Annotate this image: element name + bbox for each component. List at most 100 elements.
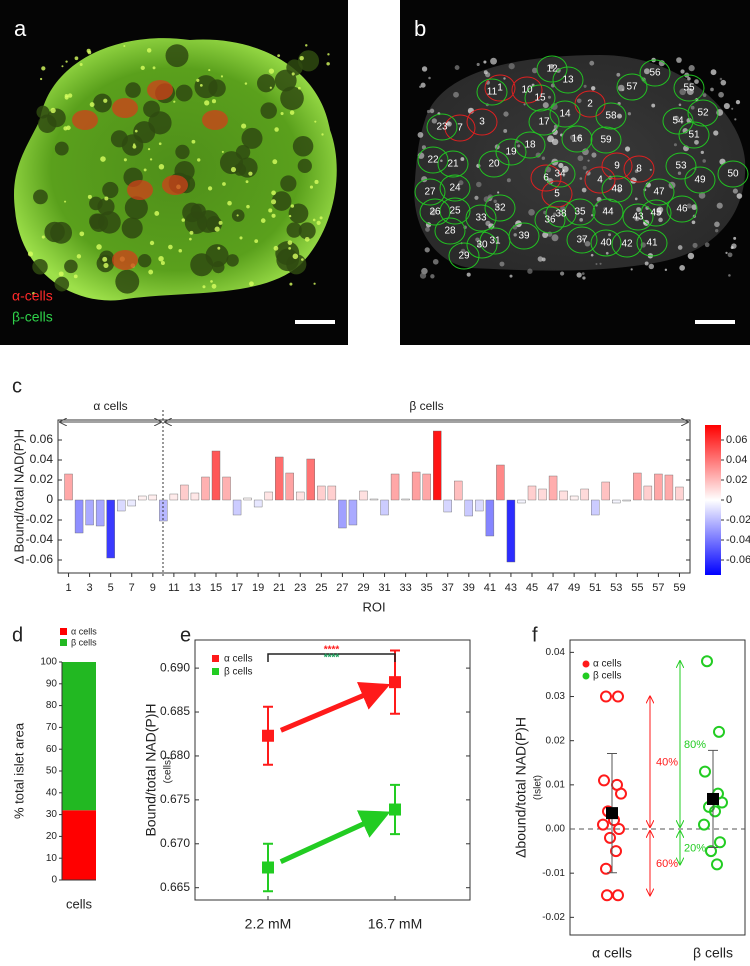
speckle bbox=[475, 237, 480, 242]
granule bbox=[227, 200, 232, 206]
speckle bbox=[454, 65, 460, 70]
nucleus bbox=[298, 222, 316, 240]
speckle bbox=[720, 79, 727, 86]
point bbox=[713, 725, 725, 738]
roi-outline bbox=[687, 99, 719, 127]
roi-outline bbox=[623, 155, 655, 183]
roi-label: 1 bbox=[497, 83, 503, 94]
roi-outline bbox=[439, 197, 471, 225]
speckle bbox=[584, 241, 591, 247]
speckle bbox=[541, 156, 546, 160]
granule bbox=[289, 110, 295, 115]
speckle bbox=[702, 93, 707, 97]
roi-outline bbox=[434, 217, 466, 245]
granule bbox=[274, 127, 279, 132]
x-tick-label: 7 bbox=[129, 582, 135, 594]
speckle bbox=[419, 85, 422, 89]
roi-label: 46 bbox=[676, 204, 688, 215]
granule bbox=[41, 235, 45, 239]
roi-label: 12 bbox=[546, 64, 558, 75]
roi-outline bbox=[622, 203, 654, 231]
x-tick-label: 29 bbox=[357, 582, 369, 594]
point bbox=[714, 836, 726, 849]
granule bbox=[241, 123, 247, 129]
speckle bbox=[460, 157, 465, 161]
nucleus bbox=[97, 198, 115, 216]
speckle bbox=[577, 155, 584, 162]
granule bbox=[158, 164, 165, 170]
speckle bbox=[595, 263, 598, 266]
granule bbox=[149, 240, 155, 246]
speckle bbox=[617, 189, 622, 193]
speckle bbox=[569, 134, 576, 141]
granule bbox=[211, 99, 217, 104]
granule bbox=[147, 147, 151, 151]
granule bbox=[297, 86, 301, 90]
x-tick-label: 35 bbox=[421, 582, 433, 594]
bar bbox=[591, 499, 600, 516]
x-tick-label: 21 bbox=[273, 582, 285, 594]
roi-label: 33 bbox=[475, 213, 487, 224]
speckle bbox=[576, 272, 582, 278]
alpha-cell-signal bbox=[112, 98, 138, 118]
granule bbox=[304, 236, 310, 242]
colorbar-tick-label: 0.04 bbox=[726, 454, 747, 466]
x-tick-label: 17 bbox=[231, 582, 243, 594]
granule bbox=[301, 258, 304, 261]
y-tick-label: 70 bbox=[46, 722, 58, 733]
x-tick-label: β cells bbox=[693, 945, 733, 961]
nucleus bbox=[194, 75, 218, 99]
speckle bbox=[517, 144, 521, 148]
y-tick-label: 0 bbox=[51, 875, 57, 886]
point bbox=[698, 818, 710, 831]
panel-label: f bbox=[532, 624, 538, 646]
bar bbox=[443, 499, 452, 513]
speckle bbox=[644, 261, 649, 266]
bar bbox=[506, 499, 516, 563]
point bbox=[613, 823, 625, 836]
speckle bbox=[691, 220, 696, 225]
granule bbox=[207, 186, 213, 191]
roi-label: 55 bbox=[683, 83, 695, 94]
speckle bbox=[587, 159, 590, 162]
granule bbox=[292, 253, 299, 260]
plot-frame bbox=[194, 639, 471, 901]
roi-outline bbox=[419, 198, 451, 226]
roi-label: 2 bbox=[587, 99, 593, 110]
alpha-cell-signal bbox=[162, 175, 188, 195]
bar bbox=[675, 486, 684, 501]
significance-stars: **** bbox=[324, 653, 340, 664]
roi-outline bbox=[414, 178, 446, 206]
granule bbox=[79, 231, 85, 237]
legend-swatch bbox=[582, 672, 590, 680]
legend-text: α cells bbox=[593, 659, 622, 670]
y-tick-label: -0.06 bbox=[26, 552, 54, 566]
speckle bbox=[466, 272, 471, 277]
roi-label: 4 bbox=[597, 175, 603, 186]
bar bbox=[148, 494, 158, 501]
bar bbox=[338, 499, 347, 529]
speckle bbox=[421, 145, 426, 150]
speckle bbox=[630, 268, 633, 271]
speckle bbox=[679, 265, 685, 271]
bar bbox=[369, 498, 379, 501]
point bbox=[604, 831, 616, 844]
speckle bbox=[634, 169, 639, 173]
speckle bbox=[648, 263, 655, 270]
granule bbox=[65, 60, 68, 63]
speckle bbox=[528, 209, 535, 216]
bar bbox=[243, 497, 252, 501]
point bbox=[701, 655, 713, 668]
roi-label: 45 bbox=[650, 208, 662, 219]
nucleus bbox=[64, 259, 78, 274]
point bbox=[615, 787, 627, 800]
mean-marker bbox=[606, 807, 618, 820]
granule bbox=[173, 100, 176, 103]
roi-outline bbox=[528, 108, 560, 136]
granule bbox=[79, 63, 83, 67]
bar-segment bbox=[62, 662, 96, 811]
nucleus bbox=[205, 244, 229, 268]
x-tick-label: 23 bbox=[294, 582, 306, 594]
panel-label: d bbox=[12, 624, 23, 646]
granule bbox=[189, 230, 194, 235]
